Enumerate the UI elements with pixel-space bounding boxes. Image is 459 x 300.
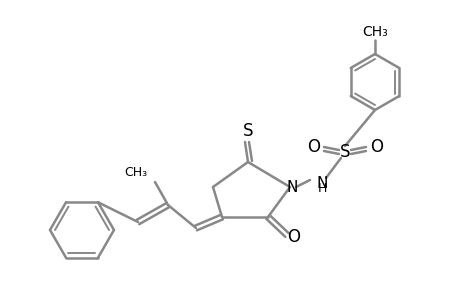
Text: S: S — [242, 122, 253, 140]
Text: N: N — [285, 179, 297, 194]
Text: CH₃: CH₃ — [123, 166, 147, 178]
Text: S: S — [339, 143, 349, 161]
Text: O: O — [287, 228, 300, 246]
Text: N: N — [316, 176, 327, 190]
Text: O: O — [307, 138, 320, 156]
Text: H: H — [317, 182, 326, 196]
Text: O: O — [369, 138, 383, 156]
Text: CH₃: CH₃ — [361, 25, 387, 39]
